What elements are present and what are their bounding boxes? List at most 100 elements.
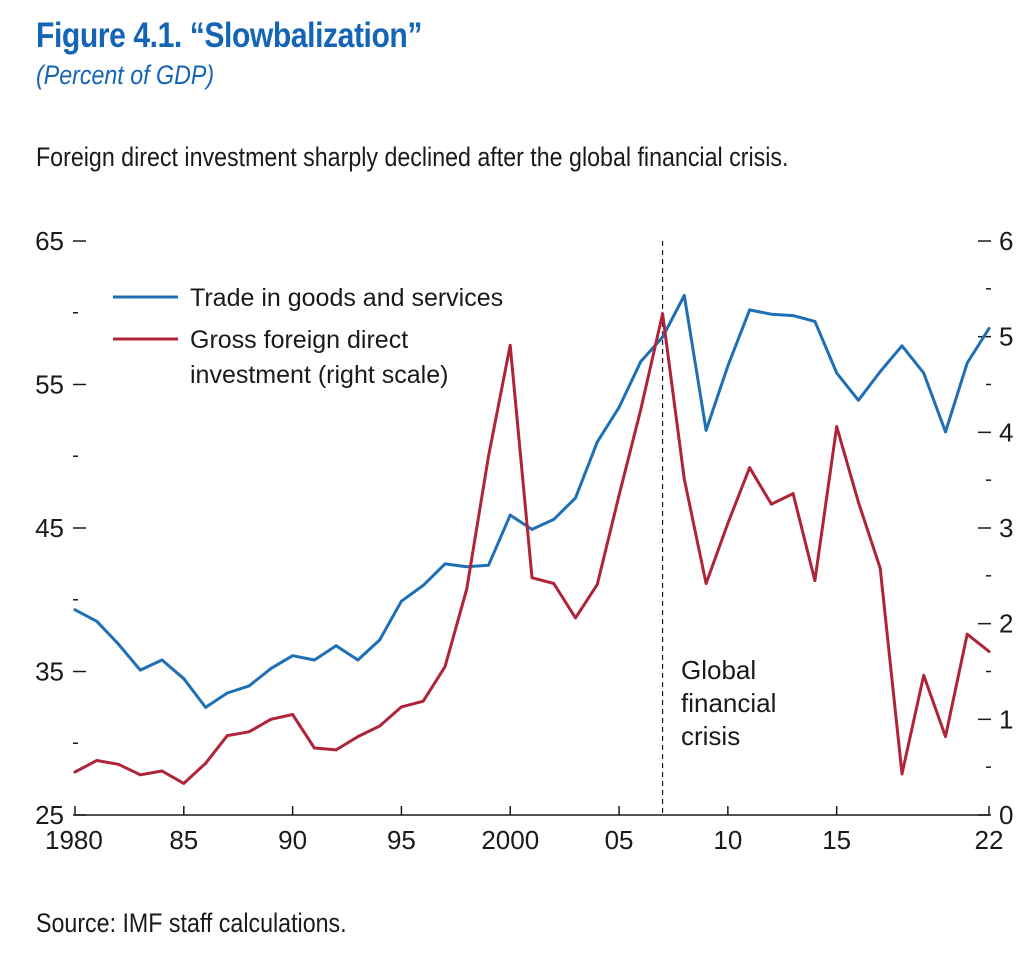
trade-data-point	[269, 667, 273, 671]
y-right-tick-label: 0	[999, 800, 1013, 830]
fdi-data-point	[726, 521, 730, 525]
fdi-data-point	[443, 665, 447, 669]
trade-data-point	[878, 370, 882, 373]
trade-data-point	[769, 312, 773, 316]
trade-data-point	[530, 528, 534, 531]
fdi-data-point	[900, 772, 904, 776]
fdi-data-point	[639, 407, 643, 411]
trade-data-point	[944, 430, 947, 434]
fdi-data-point	[552, 582, 556, 585]
y-right-tick-label: 2	[999, 609, 1013, 639]
trade-data-point	[182, 677, 186, 681]
x-tick-label: 05	[605, 825, 634, 855]
legend-label: investment (right scale)	[190, 361, 448, 389]
legend-label: Trade in goods and services	[190, 284, 503, 312]
trade-data-point	[95, 619, 99, 623]
fdi-data-point	[748, 466, 752, 470]
trade-data-point	[312, 658, 316, 662]
fdi-data-point	[617, 494, 621, 497]
legend-label: Gross foreign direct	[190, 326, 408, 354]
fdi-data-point	[247, 730, 251, 734]
trade-series-line	[73, 294, 991, 709]
trade-data-point	[487, 563, 490, 567]
fdi-data-point	[944, 735, 947, 738]
y-right-tick-label: 5	[999, 322, 1013, 352]
x-tick-label: 90	[278, 825, 307, 855]
trade-data-point	[682, 294, 686, 297]
trade-data-point	[987, 327, 991, 330]
trade-data-point	[508, 513, 512, 517]
trade-data-point	[117, 642, 120, 646]
trade-data-point	[661, 335, 664, 339]
fdi-data-point	[682, 477, 686, 481]
x-tick-label: 95	[387, 825, 416, 855]
fdi-data-point	[291, 713, 295, 716]
fdi-data-point	[421, 699, 425, 703]
crisis-annotation-line: Global	[681, 655, 756, 685]
trade-data-point	[835, 371, 839, 375]
fdi-data-point	[73, 770, 77, 774]
fdi-data-point	[487, 454, 490, 458]
trade-data-point	[726, 364, 730, 368]
figure-subtitle: Foreign direct investment sharply declin…	[36, 142, 789, 172]
crisis-annotation-line: financial	[681, 688, 776, 718]
fdi-data-point	[922, 673, 926, 677]
x-tick-label: 2000	[481, 825, 539, 855]
fdi-data-point	[334, 748, 338, 752]
y-left-tick-label: 55	[35, 370, 64, 400]
fdi-data-point	[574, 616, 577, 620]
trade-data-point	[857, 398, 860, 402]
crisis-annotation-line: crisis	[681, 721, 740, 751]
fdi-data-point	[312, 746, 316, 750]
trade-data-point	[204, 705, 207, 709]
fdi-data-point	[769, 502, 773, 506]
trade-data-point	[443, 562, 447, 566]
fdi-data-point	[465, 587, 469, 591]
trade-data-point	[465, 565, 469, 569]
trade-data-point	[160, 658, 164, 662]
fdi-data-point	[595, 583, 599, 586]
fdi-data-point	[857, 500, 860, 504]
trade-data-point	[791, 314, 795, 318]
y-left-tick-label: 65	[35, 226, 64, 256]
trade-data-point	[378, 638, 382, 642]
fdi-data-point	[160, 769, 164, 773]
y-left-tick-label: 45	[35, 513, 64, 543]
fdi-data-point	[204, 761, 207, 765]
trade-data-point	[225, 691, 229, 695]
x-tick-label: 10	[713, 825, 742, 855]
trade-data-point	[138, 668, 142, 672]
y-right-tick-label: 1	[999, 704, 1013, 734]
fdi-data-point	[530, 576, 534, 580]
trade-data-point	[356, 658, 360, 662]
trade-data-point	[900, 344, 904, 348]
fdi-data-point	[225, 734, 229, 737]
fdi-data-point	[269, 717, 273, 721]
trade-data-point	[334, 644, 338, 648]
trade-data-point	[595, 440, 599, 444]
y-right-tick-label: 4	[999, 417, 1013, 447]
y-left-tick-label: 35	[35, 657, 64, 687]
x-tick-label: 1980	[45, 825, 103, 855]
fdi-data-point	[356, 735, 360, 738]
figure-units: (Percent of GDP)	[36, 60, 215, 90]
y-right-tick-label: 3	[999, 513, 1013, 543]
fdi-data-point	[987, 650, 991, 653]
fdi-data-point	[138, 773, 142, 777]
fdi-data-point	[813, 579, 817, 583]
y-left-tick-label: 25	[35, 800, 64, 830]
trade-data-point	[704, 429, 708, 432]
fdi-data-point	[965, 632, 969, 636]
fdi-data-point	[378, 724, 382, 728]
fdi-data-point	[400, 705, 403, 709]
trade-data-point	[73, 608, 77, 612]
x-tick-label: 85	[169, 825, 198, 855]
trade-data-point	[748, 308, 752, 312]
trade-data-point	[617, 406, 621, 409]
fdi-data-point	[661, 312, 664, 316]
figure-title: Figure 4.1. “Slowbalization”	[36, 16, 423, 55]
fdi-data-point	[95, 759, 99, 762]
fdi-data-point	[508, 343, 512, 347]
fdi-data-point	[791, 492, 795, 495]
